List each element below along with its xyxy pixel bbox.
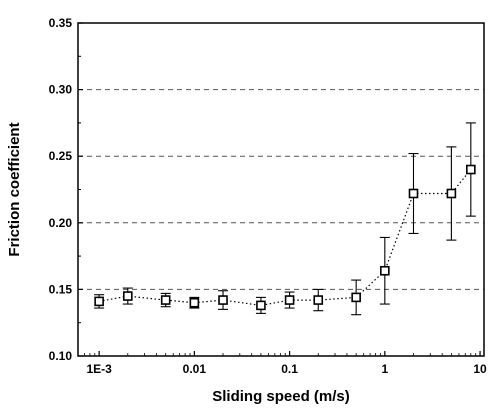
y-tick-label: 0.20 xyxy=(49,216,73,230)
data-point xyxy=(313,295,324,305)
data-point xyxy=(160,295,171,305)
x-tick-label: 1 xyxy=(381,362,388,376)
y-tick-label: 0.35 xyxy=(49,16,73,30)
y-tick-label: 0.15 xyxy=(49,282,73,296)
x-axis-label: Sliding speed (m/s) xyxy=(212,388,350,405)
y-axis-label: Friction coefficient xyxy=(6,122,23,256)
data-point xyxy=(466,164,476,175)
data-point xyxy=(94,296,104,307)
plot-frame xyxy=(77,22,485,357)
y-tick-label: 0.10 xyxy=(49,349,73,363)
x-tick-label: 0.1 xyxy=(281,362,298,376)
data-point xyxy=(256,300,266,311)
axis-ticks: 0.10 0.15 0.20 0.25 0.30 0.35 1E-3 0.01 0.1 1 10 xyxy=(49,16,487,376)
data-point xyxy=(122,291,133,301)
data-point xyxy=(218,295,228,305)
data-point xyxy=(351,292,361,303)
data-point xyxy=(408,188,419,199)
error-bars xyxy=(94,122,476,316)
x-tick-label: 10 xyxy=(473,362,487,376)
data-point xyxy=(380,265,390,276)
y-tick-label: 0.25 xyxy=(49,149,73,163)
gridlines xyxy=(78,89,484,290)
x-tick-label: 0.01 xyxy=(183,362,207,376)
data-point xyxy=(189,297,200,308)
data-point xyxy=(284,295,295,305)
x-tick-label: 1E-3 xyxy=(86,362,112,376)
data-point xyxy=(446,188,457,199)
y-tick-label: 0.30 xyxy=(49,83,73,97)
data-points xyxy=(94,164,476,311)
